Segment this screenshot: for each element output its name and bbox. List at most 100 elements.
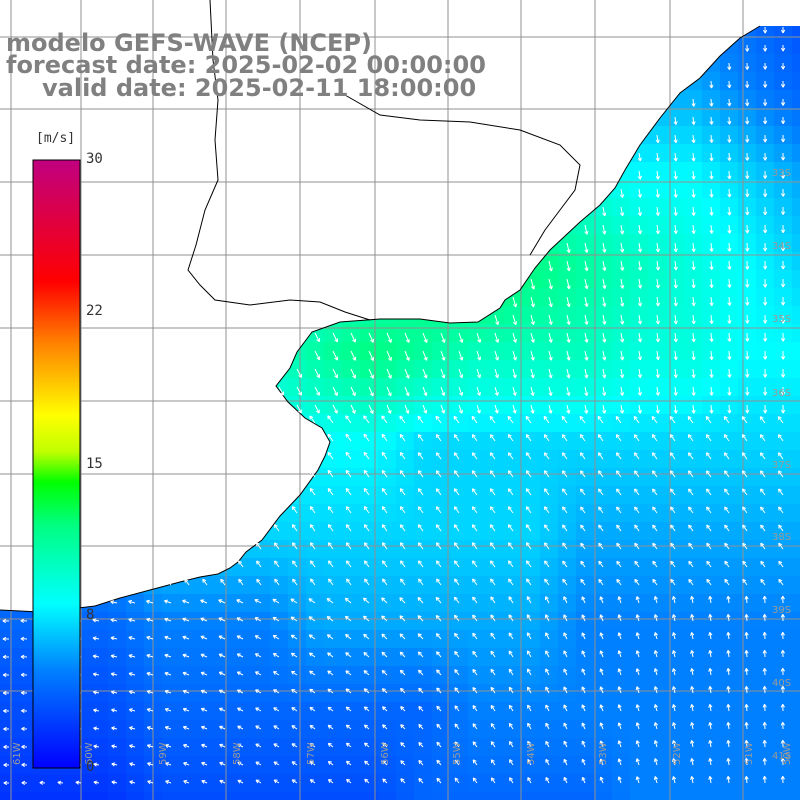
- wind-arrow-head: [709, 374, 713, 378]
- wind-arrow-shaft: [435, 506, 442, 514]
- wind-arrow-head: [727, 157, 730, 161]
- wind-arrow-head: [382, 560, 386, 563]
- wind-arrow-shaft: [182, 618, 190, 622]
- wind-arrow-shaft: [598, 560, 604, 568]
- wind-arrow-head: [530, 375, 534, 379]
- wind-arrow-shaft: [418, 687, 424, 694]
- wind-arrow-head: [782, 685, 785, 690]
- speed-cell: [666, 576, 685, 595]
- wind-arrow-shaft: [508, 560, 514, 568]
- speed-cell: [342, 720, 361, 739]
- wind-arrow-shaft: [490, 668, 496, 676]
- speed-cell: [774, 702, 793, 721]
- wind-arrow-head: [652, 488, 656, 491]
- wind-arrow-head: [544, 542, 548, 545]
- wind-arrow-head: [670, 506, 675, 509]
- wind-arrow-head: [654, 632, 658, 636]
- wind-arrow-head: [706, 506, 711, 509]
- wind-arrow-head: [327, 616, 331, 618]
- wind-arrow-shaft: [220, 578, 226, 586]
- wind-arrow-shaft: [562, 578, 568, 586]
- wind-arrow-head: [584, 303, 588, 307]
- wind-arrow-head: [709, 722, 713, 726]
- wind-arrow-head: [764, 703, 767, 708]
- wind-arrow-head: [763, 48, 766, 52]
- speed-cell: [0, 684, 19, 703]
- wind-arrow-shaft: [656, 332, 659, 343]
- wind-arrow-shaft: [368, 350, 374, 361]
- wind-arrow-head: [526, 560, 530, 563]
- speed-cell: [450, 756, 469, 775]
- speed-cell: [576, 432, 595, 451]
- speed-cell: [630, 540, 649, 559]
- speed-cell: [360, 792, 379, 800]
- wind-arrow-head: [727, 102, 730, 107]
- speed-cell: [468, 414, 487, 433]
- wind-arrow-shaft: [489, 506, 496, 514]
- wind-arrow-shaft: [309, 652, 316, 658]
- wind-arrow-shaft: [598, 542, 604, 550]
- speed-cell: [612, 594, 631, 613]
- speed-cell: [504, 648, 523, 667]
- wind-arrow-head: [400, 669, 404, 672]
- wind-arrow-shaft: [471, 488, 478, 496]
- wind-arrow-shaft: [580, 452, 586, 460]
- speed-cell: [504, 432, 523, 451]
- wind-arrow-head: [327, 597, 331, 600]
- wind-arrow-head: [548, 410, 552, 414]
- wind-arrow-head: [670, 560, 675, 564]
- speed-cell: [90, 612, 109, 631]
- speed-cell: [450, 702, 469, 721]
- speed-cell: [396, 702, 415, 721]
- wind-arrow-shaft: [381, 452, 388, 460]
- speed-cell: [504, 684, 523, 703]
- speed-cell: [396, 540, 415, 559]
- speed-cell: [792, 360, 800, 379]
- wind-arrow-shaft: [602, 350, 606, 361]
- wind-arrow-shaft: [363, 433, 370, 442]
- speed-cell: [324, 468, 343, 487]
- speed-cell: [558, 792, 577, 800]
- wind-arrow-shaft: [710, 350, 713, 360]
- wind-arrow-head: [382, 542, 386, 545]
- wind-arrow-shaft: [638, 224, 641, 234]
- wind-arrow-shaft: [634, 506, 640, 514]
- wind-arrow-head: [364, 506, 368, 509]
- wind-arrow-shaft: [687, 434, 694, 442]
- wind-arrow-head: [727, 266, 731, 270]
- wind-arrow-shaft: [182, 672, 190, 676]
- wind-arrow-head: [706, 416, 710, 419]
- wind-arrow-head: [454, 687, 459, 690]
- wind-arrow-shaft: [146, 672, 154, 676]
- wind-arrow-shaft: [584, 278, 588, 289]
- wind-arrow-shaft: [728, 206, 731, 216]
- wind-arrow-head: [454, 705, 459, 708]
- speed-cell: [162, 630, 181, 649]
- wind-arrow-shaft: [453, 506, 460, 514]
- wind-arrow-head: [364, 724, 368, 727]
- wind-arrow-head: [763, 229, 766, 234]
- speed-cell: [306, 792, 325, 800]
- wind-arrow-head: [454, 632, 458, 636]
- wind-arrow-shaft: [200, 599, 208, 604]
- speed-cell: [360, 540, 379, 559]
- wind-arrow-shaft: [291, 670, 298, 676]
- wind-arrow-shaft: [184, 578, 190, 586]
- wind-arrow-head: [418, 452, 422, 455]
- speed-cell: [792, 162, 800, 181]
- wind-arrow-head: [727, 614, 731, 618]
- speed-cell: [756, 738, 775, 757]
- speed-cell: [558, 774, 577, 793]
- wind-arrow-head: [727, 284, 731, 288]
- wind-arrow-shaft: [597, 416, 604, 424]
- speed-cell: [162, 702, 181, 721]
- wind-arrow-head: [418, 524, 422, 527]
- wind-arrow-head: [507, 415, 512, 419]
- wind-arrow-shaft: [399, 452, 406, 460]
- wind-arrow-head: [673, 356, 677, 361]
- wind-arrow-shaft: [200, 635, 208, 640]
- wind-arrow-shaft: [581, 650, 586, 658]
- speed-cell: [396, 756, 415, 775]
- speed-cell: [288, 594, 307, 613]
